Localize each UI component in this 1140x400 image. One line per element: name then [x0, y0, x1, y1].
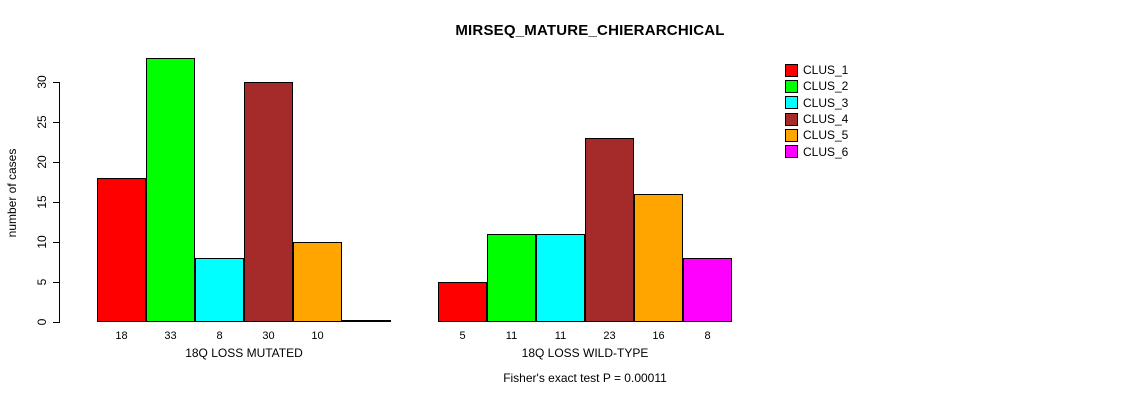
y-axis-tick-label: 5: [35, 278, 49, 286]
y-axis-line: [59, 82, 60, 323]
y-axis-tick-label: 10: [35, 235, 49, 249]
legend: CLUS_1 CLUS_2 CLUS_3 CLUS_4 CLUS_5 CLUS_6: [785, 62, 848, 160]
legend-swatch-icon: [785, 96, 798, 110]
bar-count-label: 23: [603, 330, 616, 342]
y-axis-label: number of cases: [5, 148, 19, 238]
bar-count-label: 30: [262, 330, 275, 342]
bar-count-label: 8: [704, 330, 711, 342]
y-axis-tick: [53, 82, 59, 83]
bar-count-label: 18: [115, 330, 128, 342]
bar-clus_5: [634, 194, 683, 322]
legend-item-clus_2: CLUS_2: [785, 78, 848, 94]
legend-label: CLUS_1: [803, 63, 849, 78]
bar-clus_3: [195, 258, 244, 322]
footer-stat-text: Fisher's exact test P = 0.00011: [503, 371, 667, 385]
bar-clus_1: [97, 178, 146, 322]
y-axis-tick-label: 25: [35, 115, 49, 129]
legend-label: CLUS_6: [803, 144, 849, 159]
bar-count-label: 10: [311, 330, 324, 342]
legend-swatch-icon: [785, 128, 798, 142]
y-axis-tick: [53, 202, 59, 203]
bar-clus_1: [438, 282, 487, 322]
bar-clus_4: [244, 82, 293, 322]
y-axis-tick: [53, 322, 59, 323]
bar-count-label: 33: [164, 330, 177, 342]
bar-clus_3: [536, 234, 585, 322]
legend-swatch-icon: [785, 145, 798, 159]
bar-count-label: 8: [216, 330, 223, 342]
legend-item-clus_6: CLUS_6: [785, 143, 848, 159]
bar-clus_2: [146, 58, 195, 322]
legend-swatch-icon: [785, 63, 798, 77]
y-axis-tick-label: 20: [35, 155, 49, 169]
bar-count-label: 5: [459, 330, 466, 342]
y-axis-tick: [53, 242, 59, 243]
y-axis-tick: [53, 122, 59, 123]
chart-title: MIRSEQ_MATURE_CHIERARCHICAL: [455, 22, 725, 39]
legend-item-clus_1: CLUS_1: [785, 62, 848, 78]
bar-clus_5: [293, 242, 342, 322]
legend-item-clus_4: CLUS_4: [785, 111, 848, 127]
x-axis-group-label-2: 18Q LOSS WILD-TYPE: [521, 346, 649, 360]
bar-clus_4: [585, 138, 634, 322]
bar-clus_2: [487, 234, 536, 322]
bar-count-label: 11: [505, 330, 518, 342]
legend-label: CLUS_2: [803, 79, 849, 94]
y-axis-tick: [53, 282, 59, 283]
legend-label: CLUS_5: [803, 128, 849, 143]
legend-item-clus_5: CLUS_5: [785, 127, 848, 143]
y-axis-tick-label: 30: [35, 75, 49, 89]
bar-clus_6: [683, 258, 732, 322]
y-axis-tick-label: 15: [35, 195, 49, 209]
legend-swatch-icon: [785, 112, 798, 126]
x-axis-group-label-1: 18Q LOSS MUTATED: [185, 346, 303, 360]
bar-clus_6-zero: [342, 320, 391, 322]
legend-item-clus_3: CLUS_3: [785, 95, 848, 111]
bar-count-label: 16: [652, 330, 665, 342]
y-axis-tick: [53, 162, 59, 163]
y-axis-tick-label: 0: [35, 318, 49, 326]
bar-count-label: 11: [554, 330, 567, 342]
legend-label: CLUS_3: [803, 95, 849, 110]
legend-swatch-icon: [785, 79, 798, 93]
legend-label: CLUS_4: [803, 112, 849, 127]
